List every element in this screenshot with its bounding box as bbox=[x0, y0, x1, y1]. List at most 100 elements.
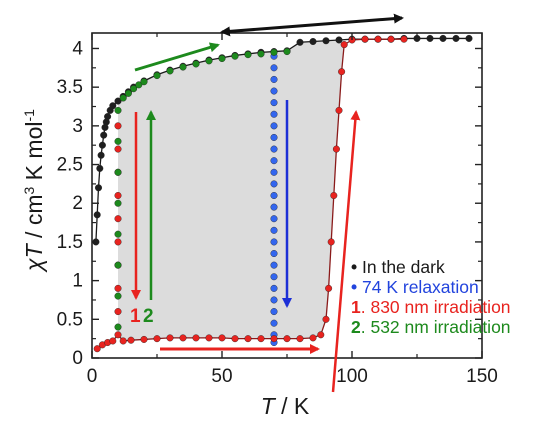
data-point-830nm bbox=[114, 284, 122, 292]
data-point-830nm bbox=[332, 145, 340, 153]
data-point-dark bbox=[96, 164, 104, 172]
data-point-830nm bbox=[166, 334, 174, 342]
y-tick-label: 0.5 bbox=[57, 309, 83, 330]
data-point-830nm bbox=[296, 335, 304, 343]
y-tick-label: 4 bbox=[72, 38, 83, 59]
data-point-relaxation bbox=[270, 168, 278, 176]
data-point-dark bbox=[452, 34, 460, 42]
data-point-dark bbox=[109, 102, 117, 110]
data-point-dark bbox=[309, 38, 317, 46]
data-point-dark bbox=[104, 113, 112, 121]
data-point-532nm bbox=[114, 230, 122, 238]
data-point-830nm bbox=[114, 331, 122, 339]
data-point-830nm bbox=[140, 335, 148, 343]
x-tick-label: 150 bbox=[466, 366, 498, 387]
data-point-532nm bbox=[218, 55, 226, 63]
y-tick-label: 3.5 bbox=[57, 77, 83, 98]
data-point-830nm bbox=[231, 335, 239, 343]
data-point-830nm bbox=[114, 145, 122, 153]
data-point-830nm bbox=[153, 335, 161, 343]
green-warming-arrow bbox=[134, 42, 220, 72]
data-point-830nm bbox=[330, 191, 338, 199]
data-point-532nm bbox=[130, 85, 138, 93]
data-point-dark bbox=[100, 131, 108, 139]
data-point-dark bbox=[322, 37, 330, 45]
y-axis-ticks: 0 0.5 1 1.5 2 2.5 3 3.5 4 bbox=[57, 38, 482, 369]
legend-label: 74 K relaxation bbox=[357, 277, 479, 297]
data-point-relaxation bbox=[270, 250, 278, 258]
legend-entry: • In the dark bbox=[351, 257, 445, 277]
data-point-relaxation bbox=[270, 319, 278, 327]
data-point-relaxation bbox=[270, 284, 278, 292]
data-point-532nm bbox=[114, 106, 122, 114]
legend-entry: 2. 532 nm irradiation bbox=[351, 317, 511, 337]
data-point-relaxation bbox=[270, 157, 278, 165]
data-point-relaxation bbox=[270, 296, 278, 304]
data-point-830nm bbox=[338, 68, 346, 76]
data-point-830nm bbox=[283, 335, 291, 343]
data-point-830nm bbox=[114, 191, 122, 199]
data-point-relaxation bbox=[270, 180, 278, 188]
x-axis-ticks: 0 50 100 150 bbox=[87, 33, 498, 387]
data-point-relaxation bbox=[270, 308, 278, 316]
data-point-532nm bbox=[231, 52, 239, 60]
data-point-dark bbox=[93, 211, 101, 219]
data-point-830nm bbox=[374, 35, 382, 43]
data-point-830nm bbox=[340, 41, 348, 49]
data-point-relaxation bbox=[270, 133, 278, 141]
legend-entry: 1. 830 nm irradiation bbox=[351, 297, 511, 317]
data-point-830nm bbox=[114, 238, 122, 246]
legend-label: In the dark bbox=[357, 257, 445, 277]
data-point-532nm bbox=[283, 48, 291, 56]
data-point-830nm bbox=[93, 345, 101, 353]
data-point-532nm bbox=[205, 57, 213, 65]
data-point-830nm bbox=[244, 335, 252, 343]
data-point-relaxation bbox=[270, 87, 278, 95]
arrow-label-1: 1 bbox=[130, 306, 141, 327]
data-point-relaxation bbox=[270, 110, 278, 118]
plot-marks bbox=[92, 34, 473, 353]
x-tick-label: 0 bbox=[87, 366, 98, 387]
data-point-relaxation bbox=[270, 75, 278, 83]
red-transition-up-arrow bbox=[331, 110, 361, 393]
data-point-relaxation bbox=[270, 261, 278, 269]
data-point-dark bbox=[335, 36, 343, 44]
data-point-830nm bbox=[179, 334, 187, 342]
temperature-range-double-arrow bbox=[220, 13, 404, 37]
data-point-relaxation bbox=[270, 215, 278, 223]
data-point-830nm bbox=[114, 122, 122, 130]
data-point-830nm bbox=[322, 315, 330, 323]
data-point-532nm bbox=[140, 78, 148, 86]
arrow-label-2: 2 bbox=[143, 306, 154, 327]
data-point-532nm bbox=[179, 63, 187, 71]
y-tick-label: 0 bbox=[72, 348, 83, 369]
data-point-532nm bbox=[114, 323, 122, 331]
data-point-830nm bbox=[119, 337, 127, 345]
y-tick-label: 2.5 bbox=[57, 155, 83, 176]
y-axis-title: χT / cm3 K mol-1 bbox=[21, 109, 47, 273]
data-point-830nm bbox=[114, 215, 122, 223]
data-point-830nm bbox=[257, 335, 265, 343]
data-point-830nm bbox=[218, 334, 226, 342]
data-point-relaxation bbox=[270, 191, 278, 199]
legend-bullet: • bbox=[351, 257, 357, 277]
data-point-830nm bbox=[109, 337, 117, 345]
data-point-dark bbox=[97, 151, 105, 159]
data-point-relaxation bbox=[270, 145, 278, 153]
data-point-dark bbox=[114, 97, 122, 105]
data-point-dark bbox=[465, 34, 473, 42]
data-point-532nm bbox=[119, 94, 127, 102]
legend-number: 1 bbox=[351, 297, 361, 317]
data-point-532nm bbox=[135, 81, 143, 89]
data-point-dark bbox=[426, 34, 434, 42]
legend-entry: • 74 K relaxation bbox=[351, 277, 479, 297]
data-point-relaxation bbox=[270, 238, 278, 246]
data-point-532nm bbox=[270, 48, 278, 56]
data-point-relaxation bbox=[270, 122, 278, 130]
y-tick-label: 3 bbox=[72, 116, 83, 137]
y-tick-label: 1 bbox=[72, 271, 83, 292]
data-point-830nm bbox=[327, 238, 335, 246]
data-point-dark bbox=[439, 34, 447, 42]
